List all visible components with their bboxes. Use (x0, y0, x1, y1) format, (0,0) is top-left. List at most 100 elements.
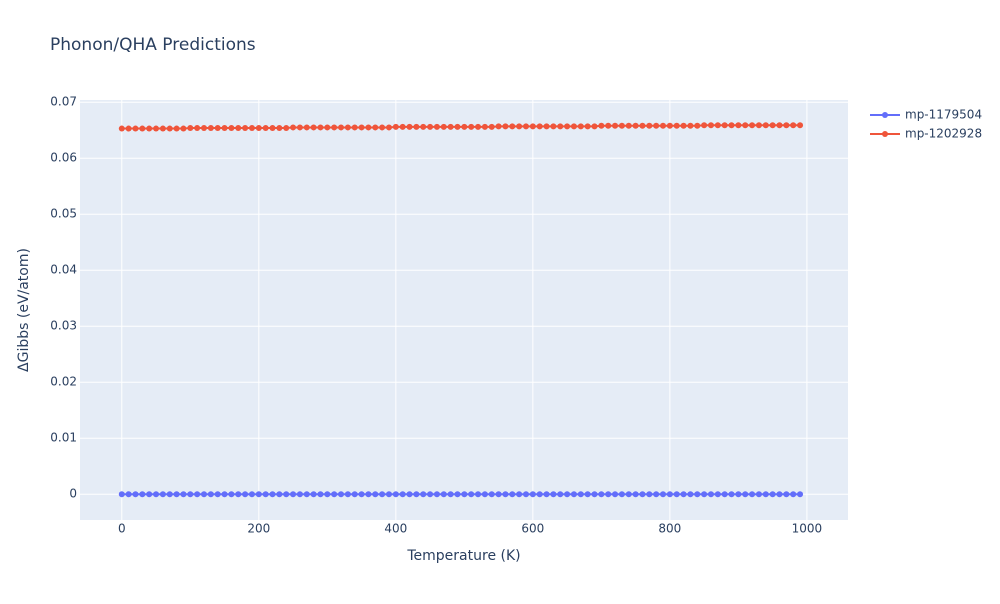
point (632, 122, 639, 129)
point (488, 123, 495, 130)
point (776, 491, 783, 498)
point (509, 123, 516, 130)
point (447, 123, 454, 130)
point (516, 491, 523, 498)
point (584, 123, 591, 130)
point (612, 491, 619, 498)
point (317, 124, 324, 131)
point (570, 491, 577, 498)
point (468, 491, 475, 498)
point (762, 491, 769, 498)
point (755, 122, 762, 129)
point (228, 491, 235, 498)
point (269, 125, 276, 131)
point (742, 122, 749, 129)
point (735, 122, 742, 129)
point (118, 491, 125, 498)
point (550, 123, 557, 130)
point (639, 491, 646, 498)
point (146, 491, 153, 498)
point (495, 123, 502, 130)
legend-label: mp-1179504 (905, 108, 982, 122)
point (344, 491, 351, 498)
point (331, 124, 338, 131)
x-tick-label: 800 (658, 522, 681, 536)
point (372, 124, 379, 131)
point (557, 123, 564, 130)
point (118, 125, 125, 132)
point (194, 125, 201, 131)
point (324, 124, 331, 131)
point (276, 125, 283, 131)
x-tick-label: 0 (118, 522, 126, 536)
point (721, 122, 728, 129)
point (228, 125, 235, 131)
point (248, 491, 255, 498)
point (618, 491, 625, 498)
point (447, 491, 454, 498)
x-tick-label: 600 (521, 522, 544, 536)
x-tick-label: 400 (384, 522, 407, 536)
point (338, 124, 345, 131)
point (687, 491, 694, 498)
point (749, 491, 756, 498)
point (639, 122, 646, 129)
point (303, 491, 310, 498)
legend-marker (882, 131, 888, 137)
point (221, 491, 228, 498)
point (406, 123, 413, 130)
point (783, 122, 790, 129)
point (420, 123, 427, 130)
point (187, 125, 194, 131)
point (358, 491, 365, 498)
point (324, 491, 331, 498)
point (797, 491, 804, 498)
point (735, 491, 742, 498)
point (790, 122, 797, 129)
point (666, 491, 673, 498)
point (125, 125, 132, 132)
point (468, 123, 475, 130)
point (694, 491, 701, 498)
point (488, 491, 495, 498)
point (557, 491, 564, 498)
point (797, 122, 804, 129)
point (687, 122, 694, 129)
point (427, 123, 434, 130)
point (303, 124, 310, 131)
point (481, 491, 488, 498)
point (290, 491, 297, 498)
point (399, 491, 406, 498)
point (290, 124, 297, 131)
point (523, 123, 530, 130)
point (591, 491, 598, 498)
point (139, 491, 146, 498)
point (173, 491, 180, 498)
y-tick-label: 0.02 (50, 375, 77, 389)
point (776, 122, 783, 129)
point (454, 123, 461, 130)
point (146, 125, 153, 132)
point (543, 491, 550, 498)
point (625, 122, 632, 129)
point (591, 123, 598, 130)
point (385, 491, 392, 498)
point (618, 122, 625, 129)
point (132, 125, 139, 132)
point (365, 491, 372, 498)
point (523, 491, 530, 498)
point (660, 122, 667, 129)
point (262, 491, 269, 498)
point (413, 491, 420, 498)
point (153, 125, 160, 132)
x-tick-label: 1000 (792, 522, 823, 536)
point (440, 491, 447, 498)
point (344, 124, 351, 131)
point (214, 491, 221, 498)
point (570, 123, 577, 130)
point (475, 123, 482, 130)
point (742, 491, 749, 498)
point (427, 491, 434, 498)
y-tick-label: 0.07 (50, 95, 77, 109)
point (783, 491, 790, 498)
